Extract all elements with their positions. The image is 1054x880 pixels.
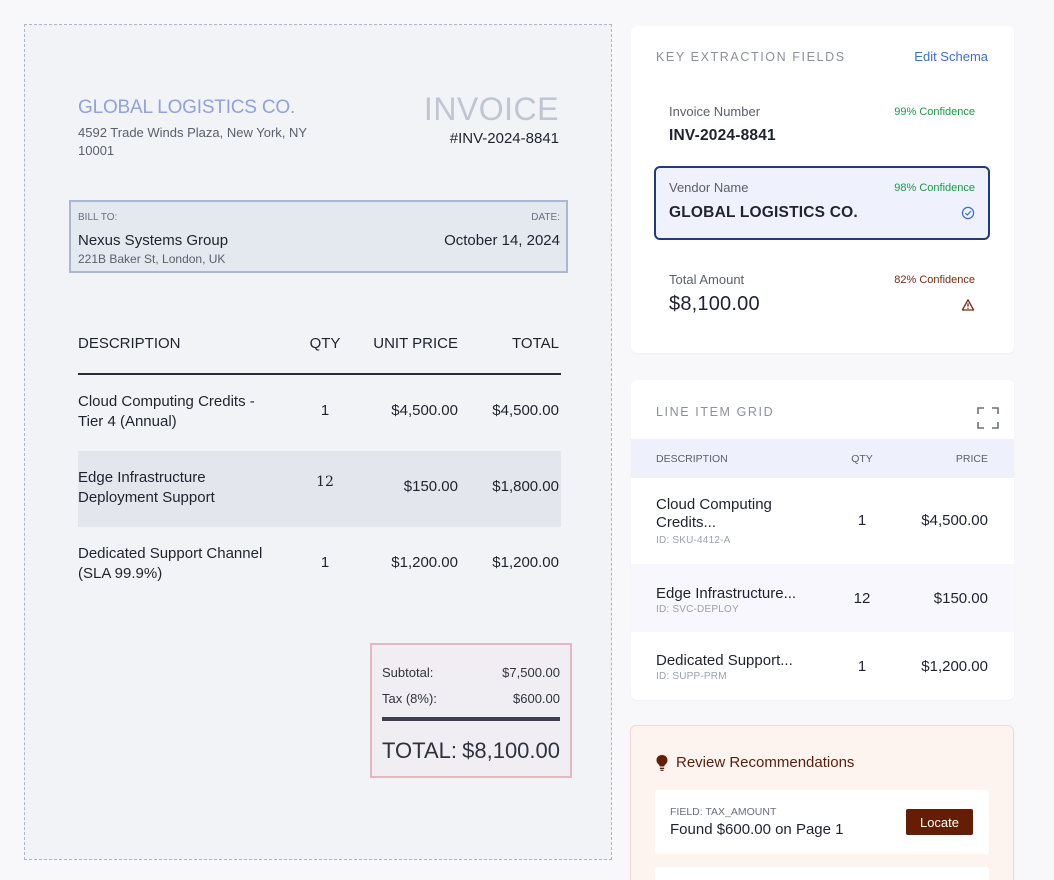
recommendation-item: [655, 867, 989, 880]
total-value: $8,100.00: [462, 738, 560, 763]
section-title: KEY EXTRACTION FIELDS: [656, 50, 846, 64]
item-description: Dedicated Support Channel (SLA 99.9%): [78, 545, 263, 582]
field-label: Invoice Number: [669, 104, 761, 119]
field-invoice-number[interactable]: Invoice Number 99% Confidence INV-2024-8…: [654, 90, 990, 164]
section-title: LINE ITEM GRID: [656, 405, 775, 419]
row-id: ID: SKU-4412-A: [656, 535, 731, 546]
edit-schema-link[interactable]: Edit Schema: [914, 49, 988, 64]
field-vendor-name[interactable]: Vendor Name 98% Confidence GLOBAL LOGIST…: [654, 166, 990, 240]
bill-to-name: Nexus Systems Group: [78, 232, 229, 249]
recommendation-item: FIELD: TAX_AMOUNT Found $600.00 on Page …: [655, 790, 989, 854]
col-qty: QTY: [309, 335, 341, 352]
confidence-badge: 98% Confidence: [894, 182, 975, 194]
bill-to-highlight: BILL TO: DATE: Nexus Systems Group 221B …: [69, 200, 568, 273]
item-description: Edge Infrastructure Deployment Support: [78, 469, 215, 506]
grid-header: DESCRIPTION QTY PRICE: [631, 439, 1014, 478]
col-qty: QTY: [851, 453, 873, 465]
items-header: DESCRIPTION QTY UNIT PRICE TOTAL: [78, 325, 561, 375]
item-unit-price: $150.00: [403, 478, 458, 495]
subtotal-value: $7,500.00: [502, 665, 560, 680]
verified-check-icon: [961, 206, 975, 220]
subtotal-line: Subtotal: $7,500.00: [382, 665, 560, 680]
field-value: GLOBAL LOGISTICS CO.: [669, 204, 858, 221]
invoice-items-table: DESCRIPTION QTY UNIT PRICE TOTAL Cloud C…: [78, 325, 561, 603]
field-value: INV-2024-8841: [669, 127, 776, 144]
confidence-badge: 99% Confidence: [894, 106, 975, 118]
row-qty: 1: [857, 658, 867, 675]
item-qty: 1: [320, 402, 330, 419]
warning-triangle-icon: [961, 299, 975, 311]
row-price: $4,500.00: [921, 512, 988, 529]
field-label: Total Amount: [669, 272, 745, 287]
row-qty: 12: [853, 590, 871, 607]
lightbulb-icon: [656, 755, 668, 771]
totals-highlight: Subtotal: $7,500.00 Tax (8%): $600.00 TO…: [370, 643, 572, 778]
invoice-number: #INV-2024-8841: [449, 130, 559, 147]
review-title: Review Recommendations: [676, 754, 855, 771]
field-total-amount[interactable]: Total Amount 82% Confidence $8,100.00: [654, 258, 990, 332]
col-unit-price: UNIT PRICE: [373, 335, 458, 352]
item-total: $4,500.00: [492, 402, 559, 419]
row-qty: 1: [857, 512, 867, 529]
col-price: PRICE: [955, 453, 988, 465]
review-recommendations-card: Review Recommendations FIELD: TAX_AMOUNT…: [630, 725, 1014, 880]
item-unit-price: $1,200.00: [391, 554, 458, 571]
total-label: TOTAL:: [382, 738, 457, 763]
expand-icon[interactable]: [977, 407, 999, 429]
tax-value: $600.00: [513, 691, 560, 706]
item-description: Cloud Computing Credits - Tier 4 (Annual…: [78, 393, 255, 430]
line-item-grid-card: LINE ITEM GRID DESCRIPTION QTY PRICE Clo…: [631, 380, 1014, 700]
col-description: DESCRIPTION: [656, 453, 728, 465]
item-qty: 1: [320, 554, 330, 571]
invoice-date: October 14, 2024: [444, 232, 560, 249]
item-unit-price: $4,500.00: [391, 402, 458, 419]
field-label: Vendor Name: [669, 180, 749, 195]
table-row[interactable]: Edge Infrastructure... ID: SVC-DEPLOY 12…: [631, 564, 1014, 632]
row-price: $150.00: [933, 590, 988, 607]
key-extraction-fields-card: KEY EXTRACTION FIELDS Edit Schema Invoic…: [631, 26, 1014, 353]
invoice-title: INVOICE: [423, 91, 559, 127]
date-label: DATE:: [531, 212, 560, 223]
table-row: Edge Infrastructure Deployment Support 1…: [78, 451, 561, 527]
invoice-document-preview: GLOBAL LOGISTICS CO. 4592 Trade Winds Pl…: [24, 24, 612, 860]
tax-line: Tax (8%): $600.00: [382, 691, 560, 706]
row-description: Edge Infrastructure...: [656, 585, 797, 602]
recommendation-text: Found $600.00 on Page 1: [670, 821, 844, 838]
item-total: $1,200.00: [492, 554, 559, 571]
col-description: DESCRIPTION: [78, 335, 181, 352]
subtotal-label: Subtotal:: [382, 665, 434, 680]
confidence-badge: 82% Confidence: [894, 274, 975, 286]
col-total: TOTAL: [512, 335, 559, 352]
bill-to-address: 221B Baker St, London, UK: [78, 252, 226, 266]
vendor-name: GLOBAL LOGISTICS CO.: [78, 97, 296, 118]
bill-to-label: BILL TO:: [78, 212, 118, 223]
recommendation-field: FIELD: TAX_AMOUNT: [670, 806, 777, 818]
vendor-address: 4592 Trade Winds Plaza, New York, NY 100…: [78, 125, 307, 158]
grand-total-line: TOTAL: $8,100.00: [382, 738, 560, 764]
table-row: Cloud Computing Credits - Tier 4 (Annual…: [78, 375, 561, 451]
row-id: ID: SUPP-PRM: [656, 671, 727, 682]
table-row[interactable]: Dedicated Support... ID: SUPP-PRM 1 $1,2…: [631, 632, 1014, 700]
tax-label: Tax (8%):: [382, 691, 437, 706]
row-description: Dedicated Support...: [656, 652, 793, 669]
row-price: $1,200.00: [921, 658, 988, 675]
field-value: $8,100.00: [669, 293, 760, 315]
table-row: Dedicated Support Channel (SLA 99.9%) 1 …: [78, 527, 561, 603]
row-id: ID: SVC-DEPLOY: [656, 604, 739, 615]
row-description: Cloud Computing Credits...: [656, 496, 772, 531]
locate-button[interactable]: Locate: [906, 809, 973, 835]
table-row[interactable]: Cloud Computing Credits... ID: SKU-4412-…: [631, 478, 1014, 564]
item-qty: 12: [316, 474, 334, 490]
item-total: $1,800.00: [492, 478, 559, 495]
totals-divider: [382, 717, 560, 721]
